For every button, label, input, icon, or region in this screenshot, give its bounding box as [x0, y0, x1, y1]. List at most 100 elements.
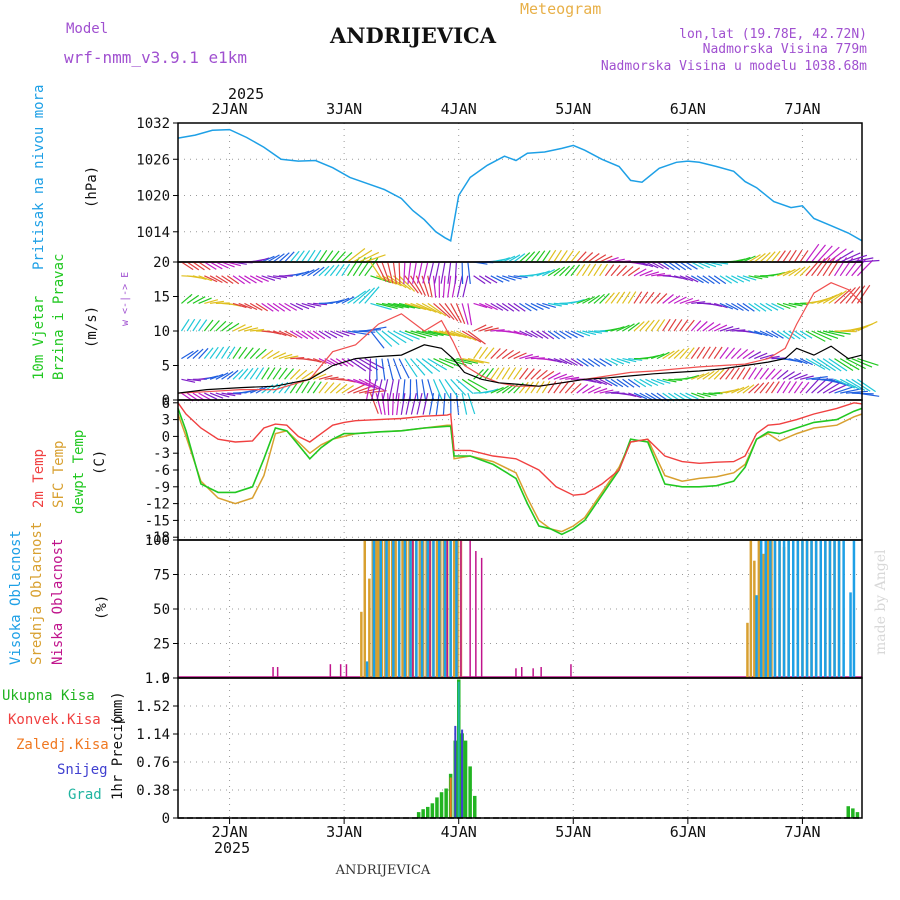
wind-arrow [261, 302, 274, 312]
wind-arrow [777, 270, 791, 277]
wind-arrow [450, 303, 462, 323]
wind-arrow [799, 330, 813, 339]
wind-arrow [455, 393, 460, 416]
low-cloud-bar [429, 540, 431, 678]
wind-arrow [708, 369, 720, 380]
wind-arrow [376, 302, 398, 310]
wind-arrow [398, 261, 401, 285]
hail-bar [457, 681, 460, 818]
wind-arrow [582, 385, 595, 394]
wind-arrow [828, 383, 849, 394]
wind-arrow [427, 379, 435, 401]
wind-arrow [771, 271, 786, 277]
wind-arrow [753, 382, 765, 394]
wind-arrow [725, 347, 736, 359]
wind-arrow [496, 302, 509, 312]
wind-arrow [748, 254, 761, 263]
wind-arrow [622, 266, 634, 277]
wind-arrow [421, 330, 444, 337]
wind-arrow [822, 381, 843, 394]
wind-arrow [645, 392, 658, 401]
wind-arrow [696, 321, 708, 332]
wind-arrow [404, 302, 427, 311]
total-precip-bar [421, 809, 425, 818]
wind-arrow [702, 370, 715, 380]
total-precip-bar [855, 812, 860, 818]
wind-arrow [799, 265, 811, 277]
wind-arrow [284, 381, 294, 394]
wind-arrow [587, 263, 597, 277]
mid-cloud-bar [757, 540, 761, 678]
wind-arrow [559, 330, 572, 339]
wind-arrow [685, 392, 699, 400]
x-label-top: 6JAN [670, 100, 706, 118]
wind-arrow [524, 381, 534, 394]
wind-arrow [651, 273, 666, 277]
wind-arrow [662, 350, 675, 360]
wind-arrow [587, 358, 601, 367]
wind-arrow [312, 249, 322, 263]
wind-arrow [513, 367, 523, 380]
cloud-label-mid: Srednja Oblacnost [29, 522, 45, 665]
wind-arrow [564, 330, 578, 339]
wind-arrow [605, 358, 619, 366]
wind-arrow [822, 257, 836, 277]
snow-bar [454, 725, 457, 818]
wind-arrow [644, 319, 655, 332]
wind-arrow [513, 302, 526, 312]
wind-arrow [547, 358, 562, 363]
low-cloud-bar [345, 664, 348, 678]
wind-arrow [461, 378, 481, 393]
wind-arrow [639, 261, 654, 268]
wind-arrow [576, 358, 589, 367]
wind-arrow [754, 275, 769, 278]
wind-arrow [364, 286, 380, 304]
wind-arrow [375, 261, 387, 282]
year-bottom: 2025 [214, 839, 250, 857]
wind-arrow [587, 386, 602, 394]
precip-label: 1hr Precip [110, 716, 126, 800]
wind-arrow [645, 261, 659, 269]
sfc-temp-line [177, 413, 863, 533]
wind-arrow [714, 302, 728, 309]
wind-arrow [398, 275, 416, 292]
wind-arrow [570, 383, 582, 394]
wind-arrow [267, 350, 280, 360]
low-cloud-bar [515, 668, 517, 678]
wind-arrow [748, 330, 763, 336]
wind-arrow [513, 330, 528, 337]
total-precip-bar [846, 806, 850, 818]
wind-arrow [181, 293, 193, 304]
wind-arrow [524, 368, 535, 380]
wind-arrow [742, 350, 755, 360]
wind-arrow [696, 371, 710, 380]
wind-arrow [387, 358, 394, 381]
wind-arrow [845, 254, 868, 263]
wind-arrow [387, 275, 407, 289]
wind-arrow [261, 349, 274, 360]
wind-arrow [484, 302, 498, 311]
wind-arrow [396, 393, 400, 416]
wind-arrow [811, 244, 826, 263]
wind-arrow [364, 358, 385, 370]
low-cloud-bar [480, 557, 483, 678]
wind-arrow [748, 302, 761, 312]
wind-arrow [782, 302, 797, 308]
y-tick-label: 10 [153, 324, 170, 340]
wind-arrow [519, 302, 532, 312]
wind-arrow [542, 302, 556, 308]
x-label-bottom: 3JAN [326, 823, 362, 841]
wind-arrow [559, 265, 571, 277]
y-tick-label: 5 [162, 359, 170, 375]
wind-arrow [368, 358, 372, 381]
wind-arrow [564, 358, 578, 366]
wind-arrow [708, 323, 721, 332]
high-cloud-bar [392, 540, 395, 678]
wind-arrow [312, 330, 326, 340]
wind-arrow [570, 250, 581, 263]
wind-arrow [284, 355, 299, 360]
total-precip-bar [435, 797, 439, 818]
wind-arrow [696, 275, 710, 284]
wind-arrow [364, 254, 386, 263]
wind-arrow [444, 303, 459, 322]
